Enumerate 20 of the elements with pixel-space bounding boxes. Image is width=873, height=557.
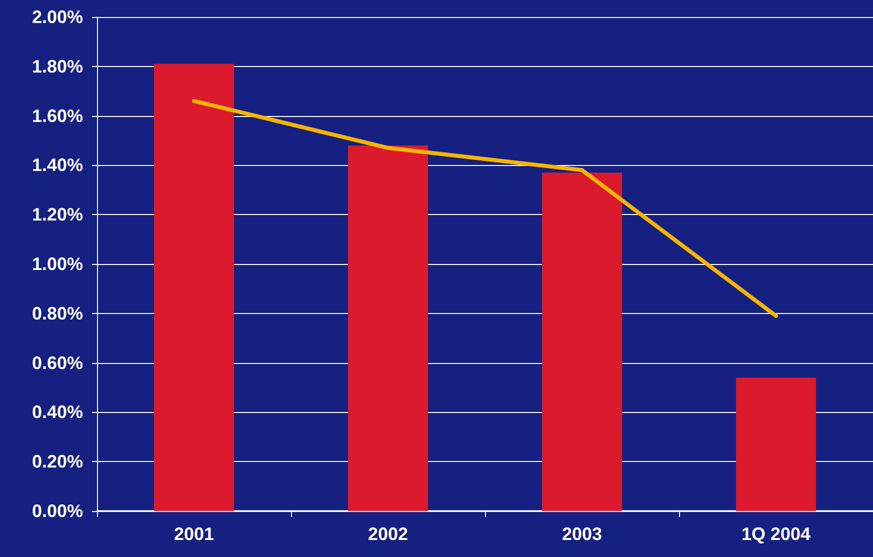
y-tick-label: 1.80%	[32, 56, 83, 76]
y-tick-label: 0.20%	[32, 452, 83, 472]
bar	[736, 378, 816, 511]
y-tick-label: 0.80%	[32, 303, 83, 324]
y-tick-label: 0.00%	[32, 501, 83, 521]
y-tick-label: 1.40%	[32, 155, 83, 176]
bar	[348, 145, 428, 511]
bar	[542, 172, 622, 511]
line-series	[192, 98, 778, 318]
x-tick-label: 2003	[562, 524, 602, 544]
y-tick-label: 1.20%	[32, 204, 83, 225]
x-tick-label: 2001	[174, 524, 214, 544]
y-tick-label: 1.00%	[32, 254, 83, 274]
bar	[154, 64, 234, 511]
x-tick-label: 2002	[368, 524, 408, 544]
y-tick-label: 0.40%	[32, 402, 83, 422]
y-tick-label: 2.00%	[32, 7, 83, 27]
y-tick-label: 1.60%	[32, 106, 83, 126]
x-tick-label: 1Q 2004	[741, 524, 811, 544]
y-tick-label: 0.60%	[32, 352, 83, 373]
